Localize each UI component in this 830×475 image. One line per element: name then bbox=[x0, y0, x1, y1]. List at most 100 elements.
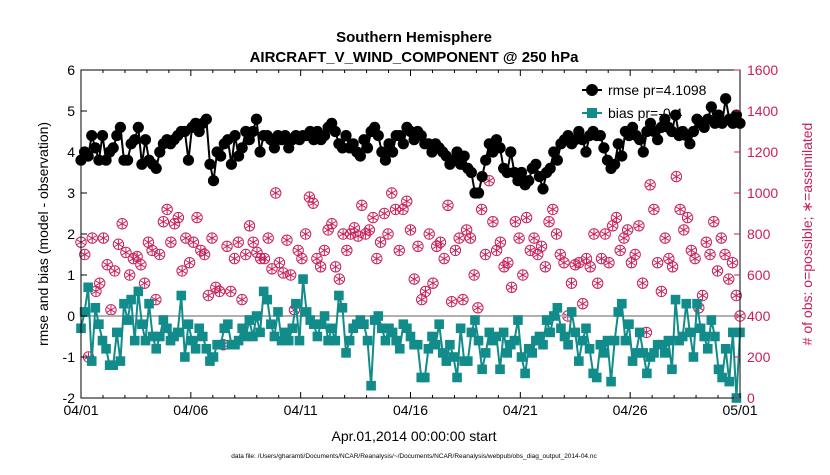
obs-assimilated-stroke bbox=[544, 218, 554, 225]
obs-assimilated-marker bbox=[541, 262, 550, 272]
obs-possible-marker bbox=[393, 244, 405, 257]
obs-assimilated-marker bbox=[376, 237, 385, 247]
obs-assimilated-stroke bbox=[346, 231, 355, 237]
obs-assimilated-marker bbox=[222, 241, 232, 251]
obs-assimilated-marker bbox=[537, 241, 546, 251]
obs-assimilated-stroke bbox=[522, 214, 531, 221]
obs-possible-marker bbox=[726, 257, 739, 269]
obs-assimilated-marker bbox=[630, 249, 640, 260]
y-right-tick-label: 600 bbox=[747, 267, 771, 283]
bias-point bbox=[197, 331, 208, 342]
obs-assimilated-stroke bbox=[406, 227, 415, 233]
obs-possible-marker bbox=[547, 203, 559, 216]
obs-assimilated-marker bbox=[597, 254, 606, 264]
obs-possible-marker bbox=[573, 257, 585, 269]
bias-point bbox=[445, 339, 455, 350]
bias-point bbox=[480, 348, 491, 358]
rmse-point bbox=[386, 146, 399, 158]
bias-point bbox=[466, 327, 477, 338]
obs-assimilated-marker bbox=[724, 274, 734, 284]
bias-point bbox=[147, 331, 158, 342]
obs-assimilated-marker bbox=[372, 254, 382, 264]
obs-assimilated-stroke bbox=[488, 218, 498, 225]
obs-assimilated-marker bbox=[80, 249, 89, 260]
bias-point bbox=[405, 331, 416, 342]
obs-possible-marker bbox=[700, 236, 713, 248]
bias-point bbox=[423, 344, 434, 354]
obs-assimilated-marker bbox=[170, 219, 179, 229]
obs-possible-marker bbox=[584, 261, 596, 273]
obs-possible-marker bbox=[232, 236, 244, 248]
bias-point bbox=[667, 364, 677, 375]
bias-point bbox=[434, 319, 444, 329]
obs-assimilated-marker bbox=[447, 297, 456, 307]
obs-assimilated-marker bbox=[305, 192, 314, 202]
axes-layer: 04/01 04/06 04/11 04/16 04/21 04/26 05/01 -2 -1 0… bbox=[63, 62, 779, 418]
bias-point bbox=[301, 307, 312, 317]
obs-assimilated-stroke bbox=[451, 247, 460, 254]
bias-point bbox=[498, 327, 509, 338]
obs-assimilated-stroke bbox=[338, 231, 348, 237]
obs-assimilated-marker bbox=[496, 237, 505, 247]
bias-point bbox=[341, 348, 351, 358]
obs-assimilated-stroke bbox=[507, 284, 516, 291]
obs-assimilated-marker bbox=[174, 213, 183, 223]
y-left-tick-label: 3 bbox=[67, 185, 75, 201]
rmse-point bbox=[687, 125, 700, 138]
obs-assimilated-marker bbox=[589, 229, 599, 239]
obs-assimilated-marker bbox=[398, 204, 408, 214]
obs-assimilated-stroke bbox=[514, 235, 524, 241]
obs-assimilated-stroke bbox=[301, 231, 310, 237]
obs-possible-marker bbox=[670, 170, 683, 183]
obs-possible-marker bbox=[314, 261, 327, 273]
bias-point bbox=[122, 315, 133, 325]
obs-assimilated-stroke bbox=[308, 200, 318, 206]
bias-point bbox=[681, 298, 692, 309]
bias-point bbox=[201, 344, 212, 354]
obs-possible-marker bbox=[123, 269, 136, 281]
bias-point bbox=[273, 307, 283, 317]
rmse-point bbox=[107, 142, 119, 154]
obs-assimilated-stroke bbox=[215, 288, 224, 295]
obs-assimilated-marker bbox=[717, 233, 726, 243]
obs-possible-marker bbox=[135, 259, 147, 271]
obs-assimilated-stroke bbox=[166, 239, 176, 245]
obs-possible-marker bbox=[195, 244, 207, 257]
obs-assimilated-stroke bbox=[147, 247, 157, 254]
obs-assimilated-stroke bbox=[402, 198, 412, 204]
obs-assimilated-marker bbox=[275, 258, 284, 268]
bias-point bbox=[577, 335, 588, 346]
bias-point bbox=[373, 311, 384, 321]
bias-point bbox=[334, 290, 344, 301]
obs-assimilated-stroke bbox=[473, 305, 483, 311]
obs-assimilated-marker bbox=[559, 258, 569, 268]
obs-possible-marker bbox=[472, 302, 484, 314]
obs-assimilated-marker bbox=[252, 247, 262, 258]
obs-possible-marker bbox=[636, 277, 649, 289]
bias-point bbox=[280, 327, 290, 338]
rmse-point bbox=[612, 138, 624, 150]
obs-assimilated-stroke bbox=[271, 190, 280, 196]
obs-assimilated-stroke bbox=[114, 241, 123, 247]
obs-assimilated-marker bbox=[357, 200, 367, 210]
obs-assimilated-marker bbox=[271, 188, 280, 198]
obs-possible-marker bbox=[599, 228, 611, 240]
obs-possible-marker bbox=[442, 199, 454, 212]
obs-possible-marker bbox=[206, 232, 218, 244]
legend-rmse-label: rmse pr=4.1098 bbox=[608, 82, 707, 98]
rmse-point bbox=[684, 138, 696, 150]
obs-possible-marker bbox=[363, 224, 376, 236]
obs-possible-marker bbox=[225, 285, 237, 298]
obs-possible-marker bbox=[614, 244, 626, 257]
obs-possible-marker bbox=[277, 267, 289, 279]
bias-point bbox=[534, 331, 545, 342]
obs-assimilated-stroke bbox=[372, 255, 382, 262]
obs-possible-marker bbox=[371, 252, 383, 265]
obs-assimilated-marker bbox=[395, 245, 404, 255]
obs-assimilated-stroke bbox=[192, 214, 202, 221]
obs-assimilated-marker bbox=[286, 270, 295, 280]
obs-assimilated-marker bbox=[477, 204, 486, 214]
obs-possible-marker bbox=[210, 281, 222, 293]
bias-point bbox=[710, 331, 720, 342]
